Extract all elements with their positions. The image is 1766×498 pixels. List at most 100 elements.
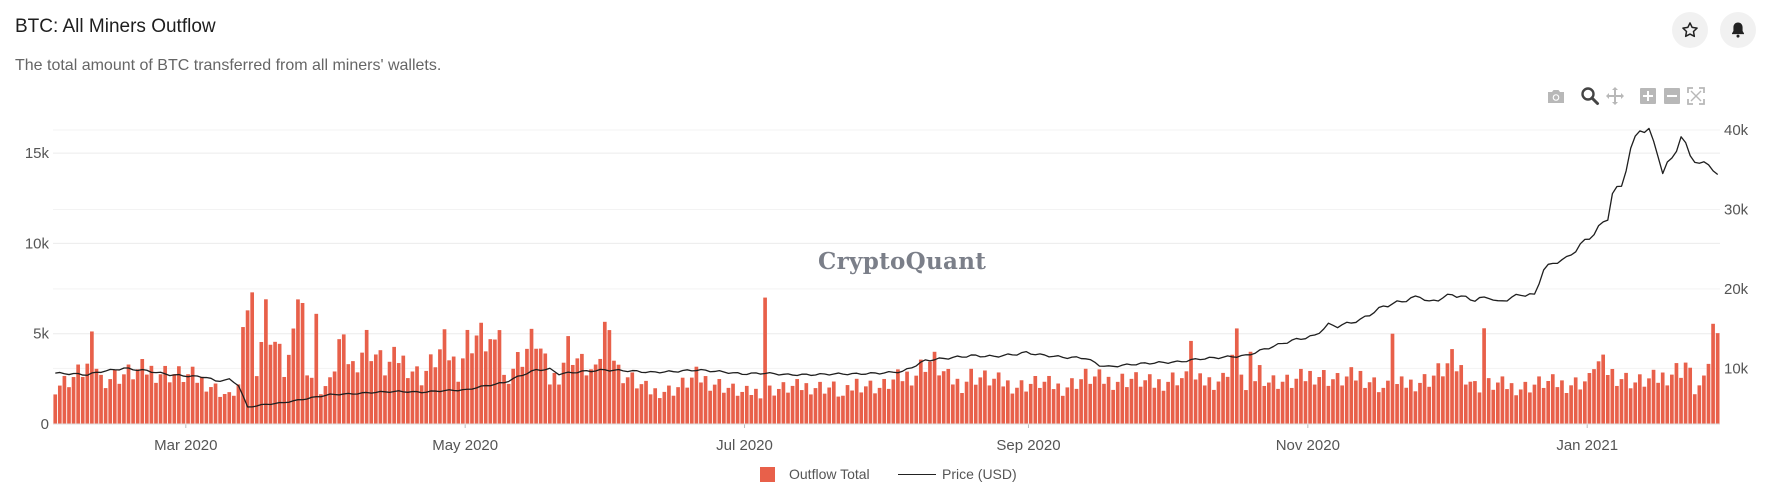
outflow-bar bbox=[71, 377, 76, 424]
outflow-bar bbox=[726, 387, 731, 424]
favorite-button[interactable] bbox=[1672, 12, 1708, 48]
outflow-bar bbox=[1358, 370, 1363, 424]
outflow-bar bbox=[1518, 389, 1523, 424]
outflow-bar bbox=[630, 372, 635, 424]
x-tick-label: Jul 2020 bbox=[716, 437, 773, 454]
outflow-bar bbox=[1079, 379, 1083, 424]
outflow-bar bbox=[1212, 389, 1216, 424]
zoom-out-button[interactable] bbox=[1661, 85, 1683, 107]
legend-price-label: Price (USD) bbox=[942, 466, 1017, 482]
outflow-bar bbox=[676, 387, 680, 424]
outflow-bar bbox=[1005, 380, 1010, 424]
outflow-bar bbox=[964, 381, 969, 424]
outflow-bar bbox=[131, 379, 135, 424]
outflow-bar bbox=[854, 378, 859, 424]
outflow-bar bbox=[827, 387, 832, 424]
outflow-bar bbox=[181, 381, 186, 424]
outflow-bar bbox=[1463, 384, 1468, 424]
outflow-bar bbox=[1688, 367, 1693, 424]
outflow-bar bbox=[1143, 380, 1148, 424]
outflow-bar bbox=[1431, 375, 1436, 424]
outflow-bar bbox=[438, 349, 442, 424]
outflow-bar bbox=[117, 383, 122, 424]
outflow-bar bbox=[781, 382, 786, 424]
outflow-bar bbox=[918, 359, 923, 424]
outflow-bar bbox=[1180, 378, 1184, 424]
y-left-tick-label: 15k bbox=[25, 145, 50, 162]
outflow-bar bbox=[621, 383, 625, 424]
outflow-bar bbox=[557, 384, 561, 424]
outflow-bar bbox=[1019, 380, 1024, 424]
outflow-bar bbox=[744, 385, 749, 424]
x-tick-label: May 2020 bbox=[432, 437, 498, 454]
outflow-bar bbox=[483, 351, 488, 424]
outflow-bar bbox=[259, 341, 264, 424]
autoscale-button[interactable] bbox=[1685, 85, 1707, 107]
outflow-bar bbox=[1422, 374, 1427, 424]
y-right-tick-label: 20k bbox=[1724, 281, 1749, 298]
outflow-bar bbox=[534, 348, 538, 424]
outflow-bar bbox=[1381, 387, 1386, 424]
outflow-bar bbox=[1340, 385, 1344, 424]
outflow-bar bbox=[108, 379, 113, 424]
legend-item-outflow[interactable]: Outflow Total bbox=[760, 466, 870, 482]
outflow-bar bbox=[1660, 372, 1665, 424]
outflow-bar bbox=[158, 374, 163, 424]
outflow-bar bbox=[1308, 370, 1312, 424]
outflow-bar bbox=[767, 385, 772, 424]
zoom-button[interactable] bbox=[1579, 85, 1601, 107]
outflow-bar bbox=[1221, 372, 1225, 424]
outflow-bar bbox=[149, 365, 154, 424]
outflow-bar bbox=[1418, 382, 1422, 424]
outflow-bar bbox=[1253, 381, 1257, 424]
outflow-bar bbox=[1665, 385, 1670, 424]
outflow-bar bbox=[1459, 365, 1464, 424]
outflow-bar bbox=[236, 384, 241, 424]
outflow-bar bbox=[90, 331, 94, 424]
outflow-bar bbox=[62, 375, 67, 424]
bell-icon bbox=[1732, 22, 1744, 38]
outflow-bar bbox=[351, 361, 355, 424]
outflow-bar bbox=[1683, 362, 1688, 424]
outflow-bar bbox=[241, 327, 245, 424]
zoom-out-icon bbox=[1664, 88, 1680, 104]
legend-item-price[interactable]: Price (USD) bbox=[898, 466, 1017, 482]
outflow-bar bbox=[928, 361, 932, 424]
outflow-bar bbox=[1711, 323, 1715, 424]
outflow-bar bbox=[749, 395, 754, 424]
page-subtitle: The total amount of BTC transferred from… bbox=[15, 57, 442, 74]
watermark-logo: CryptoQuant bbox=[818, 248, 987, 275]
pan-button[interactable] bbox=[1604, 85, 1626, 107]
outflow-bar bbox=[442, 329, 447, 424]
outflow-bar bbox=[305, 375, 309, 424]
outflow-bar bbox=[575, 358, 580, 424]
outflow-bar bbox=[694, 366, 699, 424]
outflow-bar bbox=[589, 369, 593, 424]
outflow-bar bbox=[1450, 349, 1454, 424]
outflow-bar bbox=[1193, 379, 1198, 424]
outflow-bar bbox=[657, 398, 662, 424]
outflow-bar bbox=[1074, 388, 1079, 424]
y-left-tick-label: 5k bbox=[33, 326, 49, 343]
outflow-bar bbox=[232, 395, 236, 424]
outflow-bar bbox=[99, 374, 103, 424]
outflow-bar bbox=[1344, 376, 1349, 424]
download-image-button[interactable] bbox=[1545, 85, 1567, 107]
outflow-bar bbox=[1715, 333, 1720, 424]
outflow-bar bbox=[1349, 367, 1354, 424]
outflow-bar bbox=[1189, 340, 1193, 424]
zoom-in-button[interactable] bbox=[1637, 85, 1659, 107]
outflow-bar bbox=[598, 358, 603, 424]
outflow-bar bbox=[570, 364, 575, 424]
outflow-bar bbox=[1413, 391, 1418, 424]
outflow-bar bbox=[346, 364, 351, 424]
outflow-bar bbox=[1299, 368, 1303, 424]
outflow-bar bbox=[1248, 351, 1253, 424]
y-left-tick-label: 0 bbox=[41, 416, 49, 433]
outflow-bar bbox=[1216, 381, 1221, 424]
outflow-bar bbox=[1102, 383, 1106, 424]
outflow-bar bbox=[1605, 375, 1610, 424]
outflow-bar bbox=[1056, 383, 1061, 424]
outflow-bar bbox=[758, 398, 763, 424]
alert-button[interactable] bbox=[1720, 12, 1756, 48]
